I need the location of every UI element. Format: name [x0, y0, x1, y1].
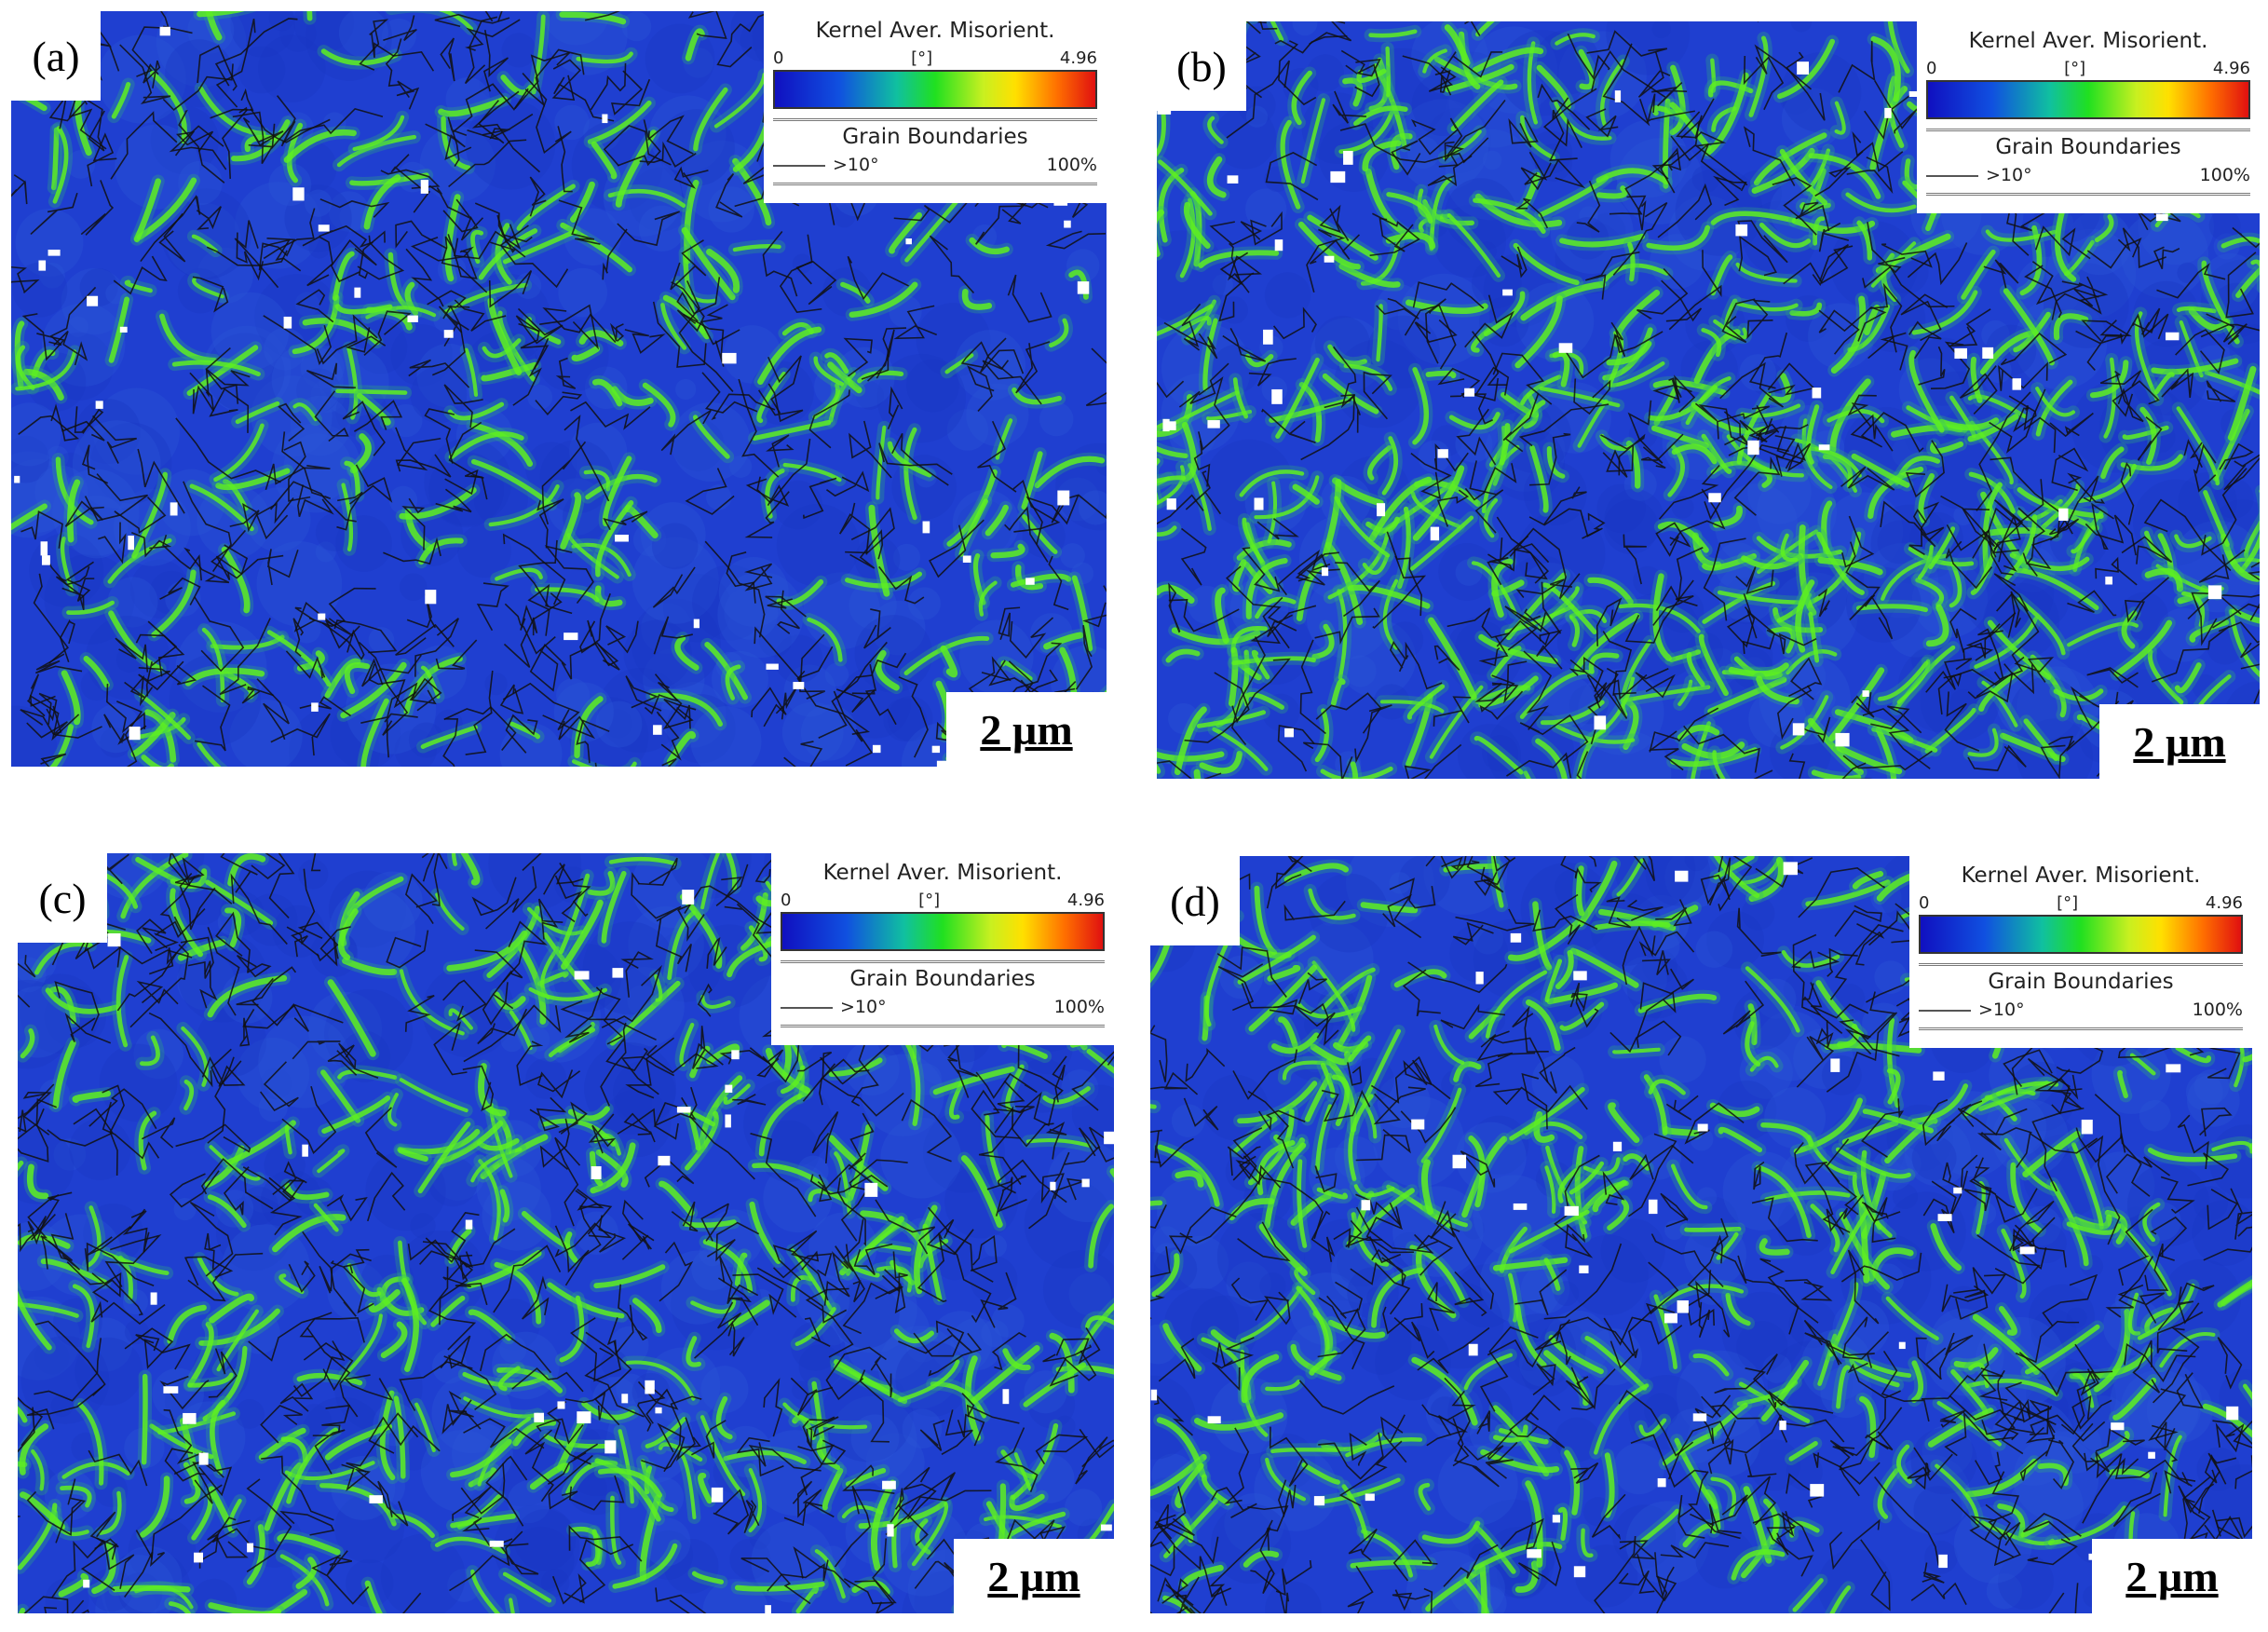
- boundary-type: >10°: [1978, 1000, 2025, 1020]
- legend-max: 4.96: [2205, 893, 2243, 913]
- legend-scale-labels: 0 [°] 4.96: [1919, 893, 2243, 913]
- legend-unit: [°]: [2064, 59, 2086, 78]
- color-bar: [1926, 80, 2250, 119]
- legend: Kernel Aver. Misorient. 0 [°] 4.96 Grain Bou…: [1909, 856, 2252, 1048]
- legend-separator: [1926, 129, 2250, 131]
- kam-map-panel: (b) Kernel Aver. Misorient. 0 [°] 4.96 Grain …: [1157, 21, 2260, 779]
- color-bar: [1919, 915, 2243, 954]
- legend-title: Kernel Aver. Misorient.: [822, 861, 1063, 885]
- boundary-fraction: 100%: [2199, 165, 2250, 185]
- legend-title: Kernel Aver. Misorient.: [1961, 864, 2201, 888]
- legend-scale-labels: 0 [°] 4.96: [773, 48, 1097, 68]
- legend-unit: [°]: [2057, 893, 2079, 913]
- legend-subtitle: Grain Boundaries: [1988, 970, 2174, 994]
- color-bar: [773, 70, 1097, 109]
- scale-bar: 2 µm: [2099, 704, 2260, 779]
- boundary-type-wrap: >10°: [781, 997, 887, 1017]
- boundary-type: >10°: [1986, 165, 2032, 185]
- kam-map-panel: (c) Kernel Aver. Misorient. 0 [°] 4.96 Grain …: [18, 853, 1114, 1613]
- boundary-fraction: 100%: [1053, 997, 1105, 1017]
- kam-map-panel: (d) Kernel Aver. Misorient. 0 [°] 4.96 Grain …: [1150, 856, 2252, 1613]
- boundary-row: >10° 100%: [781, 997, 1105, 1017]
- legend: Kernel Aver. Misorient. 0 [°] 4.96 Grain Bou…: [764, 11, 1107, 203]
- legend-end: [1919, 1027, 2243, 1030]
- boundary-line-sample: [773, 164, 825, 167]
- legend-end: [1926, 193, 2250, 196]
- panel-label: (a): [11, 11, 101, 101]
- boundary-type: >10°: [833, 155, 879, 175]
- legend-max: 4.96: [1059, 48, 1097, 68]
- legend-min: 0: [1919, 893, 1930, 913]
- scale-bar: 2 µm: [946, 692, 1107, 767]
- panel-label: (c): [18, 853, 107, 943]
- boundary-row: >10° 100%: [1919, 1000, 2243, 1020]
- legend-scale-labels: 0 [°] 4.96: [781, 891, 1105, 910]
- legend-min: 0: [1926, 59, 1937, 78]
- boundary-fraction: 100%: [1046, 155, 1097, 175]
- legend-max: 4.96: [1066, 891, 1105, 910]
- boundary-line-sample: [1919, 1009, 1971, 1012]
- legend-unit: [°]: [911, 48, 933, 68]
- legend-end: [781, 1025, 1105, 1027]
- boundary-type-wrap: >10°: [1919, 1000, 2025, 1020]
- scale-bar: 2 µm: [2092, 1539, 2252, 1613]
- boundary-row: >10° 100%: [773, 155, 1097, 175]
- legend-unit: [°]: [918, 891, 941, 910]
- scale-bar: 2 µm: [954, 1539, 1114, 1613]
- panel-label: (b): [1157, 21, 1246, 111]
- panel-label: (d): [1150, 856, 1240, 945]
- legend-min: 0: [773, 48, 784, 68]
- legend-separator: [773, 118, 1097, 121]
- boundary-fraction: 100%: [2192, 1000, 2243, 1020]
- boundary-type-wrap: >10°: [773, 155, 879, 175]
- boundary-type: >10°: [840, 997, 887, 1017]
- legend-title: Kernel Aver. Misorient.: [1968, 29, 2208, 53]
- boundary-line-sample: [1926, 174, 1978, 177]
- color-bar: [781, 912, 1105, 951]
- legend: Kernel Aver. Misorient. 0 [°] 4.96 Grain Bou…: [1917, 21, 2260, 213]
- legend-separator: [1919, 963, 2243, 966]
- boundary-line-sample: [781, 1006, 833, 1009]
- legend-subtitle: Grain Boundaries: [842, 125, 1028, 149]
- legend: Kernel Aver. Misorient. 0 [°] 4.96 Grain Bou…: [771, 853, 1114, 1045]
- legend-end: [773, 183, 1097, 185]
- legend-scale-labels: 0 [°] 4.96: [1926, 59, 2250, 78]
- legend-title: Kernel Aver. Misorient.: [815, 19, 1055, 43]
- legend-subtitle: Grain Boundaries: [849, 967, 1036, 991]
- kam-map: [11, 11, 1107, 767]
- legend-separator: [781, 960, 1105, 963]
- kam-map-panel: (a) Kernel Aver. Misorient. 0 [°] 4.96 Grain …: [11, 11, 1107, 767]
- legend-subtitle: Grain Boundaries: [1995, 135, 2181, 159]
- kam-map: [1150, 856, 2252, 1613]
- boundary-type-wrap: >10°: [1926, 165, 2032, 185]
- legend-max: 4.96: [2212, 59, 2250, 78]
- legend-min: 0: [781, 891, 792, 910]
- boundary-row: >10° 100%: [1926, 165, 2250, 185]
